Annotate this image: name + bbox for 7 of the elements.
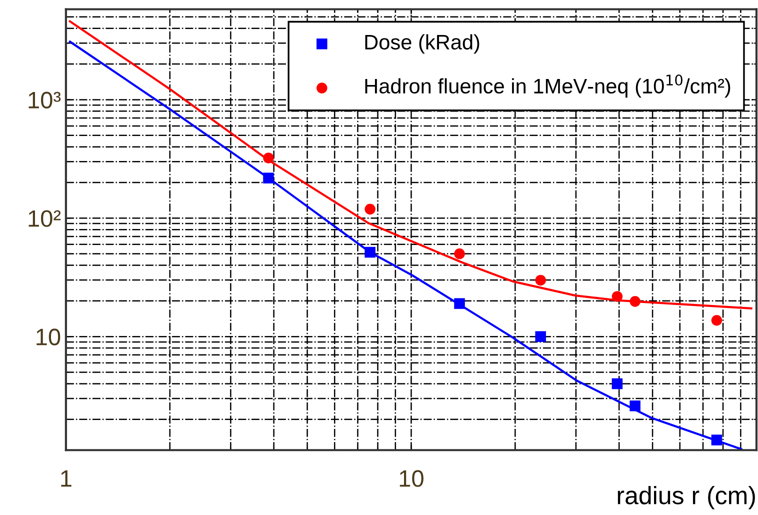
x-axis-title: radius r (cm) bbox=[618, 486, 755, 510]
y-tick-label: 10 bbox=[36, 328, 60, 346]
y-tick-label: 10³ bbox=[28, 92, 61, 108]
legend-label: Hadron fluence in 1MeV-neq (10$^{10}$/cm²) bbox=[365, 74, 730, 98]
y-tick-label: 10² bbox=[28, 210, 61, 227]
x-tick-label: 1 bbox=[61, 470, 72, 487]
legend-label: Dose (kRad) bbox=[365, 34, 480, 54]
